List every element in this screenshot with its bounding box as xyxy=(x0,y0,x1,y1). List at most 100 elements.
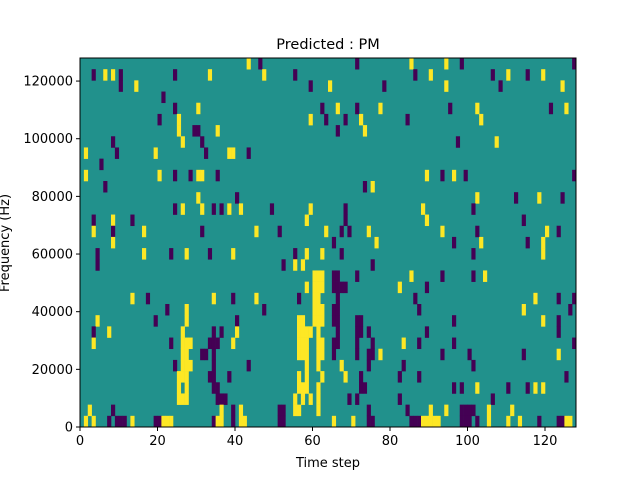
cell-negative xyxy=(331,304,337,316)
cell-positive xyxy=(130,292,135,305)
cell-negative xyxy=(366,359,371,372)
cell-positive xyxy=(510,404,515,417)
cell-negative xyxy=(211,382,216,394)
cell-negative xyxy=(215,337,220,350)
cell-positive xyxy=(320,281,325,294)
cell-negative xyxy=(413,292,418,305)
cell-positive xyxy=(300,393,306,405)
cell-negative xyxy=(471,359,476,372)
cell-positive xyxy=(316,393,321,405)
cell-negative xyxy=(424,326,430,338)
cell-negative xyxy=(211,326,216,338)
cell-negative xyxy=(370,415,375,428)
cell-negative xyxy=(417,371,422,383)
cell-negative xyxy=(498,80,503,92)
cell-positive xyxy=(157,169,162,182)
cell-negative xyxy=(359,315,364,327)
cell-negative xyxy=(169,248,174,260)
cell-positive xyxy=(533,292,538,305)
cell-negative xyxy=(417,337,422,350)
cell-negative xyxy=(359,326,364,338)
cell-positive xyxy=(130,415,135,428)
cell-negative xyxy=(339,281,344,294)
cell-positive xyxy=(421,415,426,428)
cell-negative xyxy=(219,326,224,338)
cell-positive xyxy=(176,113,182,126)
cell-positive xyxy=(541,236,546,249)
cell-positive xyxy=(475,192,480,204)
cell-positive xyxy=(184,337,189,350)
cell-positive xyxy=(297,315,302,327)
cell-positive xyxy=(238,415,244,428)
cell-negative xyxy=(173,169,178,182)
cell-negative xyxy=(452,337,457,350)
cell-positive xyxy=(421,203,426,215)
x-tick-label: 120 xyxy=(533,434,558,449)
cell-positive xyxy=(297,382,302,394)
cell-negative xyxy=(211,415,216,428)
cell-negative xyxy=(111,404,116,417)
cell-positive xyxy=(238,203,244,215)
cell-positive xyxy=(541,248,546,260)
cell-negative xyxy=(103,181,108,193)
cell-negative xyxy=(211,348,216,361)
cell-positive xyxy=(331,415,337,428)
cell-positive xyxy=(300,326,306,338)
cell-positive xyxy=(560,80,565,92)
cell-negative xyxy=(490,393,495,405)
cell-positive xyxy=(541,69,546,81)
cell-negative xyxy=(564,371,569,383)
cell-negative xyxy=(397,371,402,383)
cell-negative xyxy=(355,270,360,282)
cell-negative xyxy=(471,203,476,215)
cell-positive xyxy=(184,382,189,394)
cell-positive xyxy=(320,371,325,383)
cell-negative xyxy=(114,415,120,428)
cell-positive xyxy=(316,281,321,294)
cell-positive xyxy=(91,415,96,428)
cell-positive xyxy=(91,337,96,350)
cell-positive xyxy=(428,69,433,81)
cell-positive xyxy=(486,415,492,428)
cell-positive xyxy=(452,169,457,182)
cell-negative xyxy=(572,58,577,70)
heatmap-cells xyxy=(80,58,577,428)
cell-negative xyxy=(107,415,112,428)
cell-negative xyxy=(409,415,414,428)
cell-positive xyxy=(521,304,526,316)
cell-positive xyxy=(401,337,406,350)
cell-negative xyxy=(459,404,464,417)
cell-negative xyxy=(200,225,205,238)
cell-positive xyxy=(184,371,189,383)
cell-positive xyxy=(378,102,383,115)
cell-negative xyxy=(335,326,340,338)
cell-positive xyxy=(409,270,414,282)
cell-positive xyxy=(169,415,174,428)
cell-positive xyxy=(316,292,321,305)
y-tick-label: 40000 xyxy=(32,305,73,320)
cell-negative xyxy=(475,225,480,238)
cell-negative xyxy=(335,292,340,305)
cell-positive xyxy=(83,415,89,428)
cell-negative xyxy=(196,125,201,137)
cell-positive xyxy=(432,415,437,428)
cell-negative xyxy=(556,415,561,428)
cell-negative xyxy=(246,359,251,372)
cell-negative xyxy=(343,203,348,215)
cell-negative xyxy=(95,259,100,271)
cell-positive xyxy=(165,415,170,428)
cell-positive xyxy=(83,169,89,182)
cell-positive xyxy=(103,69,108,81)
y-axis-ticks: 0 20000 40000 60000 80000 100000 120000 xyxy=(23,75,80,436)
cell-negative xyxy=(471,404,476,417)
cell-negative xyxy=(471,270,476,282)
cell-negative xyxy=(475,415,480,428)
cell-positive xyxy=(444,80,449,92)
cell-positive xyxy=(95,315,100,327)
cell-positive xyxy=(304,326,309,338)
cell-positive xyxy=(184,248,189,260)
cell-negative xyxy=(401,359,406,372)
cell-positive xyxy=(231,337,236,350)
cell-positive xyxy=(91,225,96,238)
cell-negative xyxy=(118,69,123,81)
